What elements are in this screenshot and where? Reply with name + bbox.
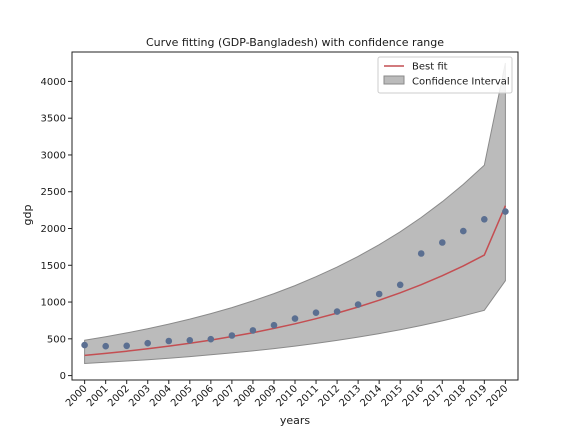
x-tick-label-2009: 2009 bbox=[253, 383, 279, 409]
data-point-2020 bbox=[502, 208, 509, 215]
data-point-2010 bbox=[291, 315, 299, 322]
data-point-2001 bbox=[102, 342, 109, 350]
data-point-2005 bbox=[186, 337, 194, 344]
x-tick-label-2016: 2016 bbox=[401, 383, 427, 409]
y-axis-label: gdp bbox=[21, 205, 34, 226]
y-tick-label-500: 500 bbox=[47, 334, 66, 345]
legend: Best fit Confidence Interval bbox=[377, 56, 513, 94]
y-tick-label-1500: 1500 bbox=[41, 261, 66, 272]
data-point-2000 bbox=[81, 341, 88, 349]
best-fit-line bbox=[84, 205, 507, 357]
y-tick-label-1000: 1000 bbox=[41, 298, 66, 309]
data-point-2014 bbox=[375, 290, 383, 298]
legend-best-fit-label: Best fit bbox=[412, 62, 448, 73]
data-point-2011 bbox=[312, 309, 320, 317]
x-tick-label-2019: 2019 bbox=[464, 383, 490, 409]
x-tick-label-2006: 2006 bbox=[190, 383, 216, 409]
x-tick-label-2000: 2000 bbox=[64, 383, 90, 409]
y-tick-label-4000: 4000 bbox=[41, 77, 66, 88]
data-point-2013 bbox=[354, 301, 362, 308]
x-tick-label-2011: 2011 bbox=[295, 383, 321, 409]
x-tick-label-2002: 2002 bbox=[106, 383, 132, 409]
x-tick-label-2005: 2005 bbox=[169, 383, 195, 409]
x-tick-label-2007: 2007 bbox=[211, 383, 237, 409]
data-point-2006 bbox=[207, 335, 215, 343]
x-tick-label-2018: 2018 bbox=[443, 383, 469, 409]
x-tick-label-2012: 2012 bbox=[316, 383, 342, 409]
x-tick-label-2014: 2014 bbox=[358, 383, 384, 409]
x-tick-label-2020: 2020 bbox=[485, 383, 511, 409]
y-tick-label-0: 0 bbox=[60, 371, 66, 382]
data-point-2008 bbox=[249, 327, 257, 334]
data-point-2003 bbox=[144, 339, 151, 347]
legend-ci-label: Confidence Interval bbox=[412, 77, 510, 88]
legend-ci-swatch bbox=[383, 75, 405, 85]
y-tick-label-2500: 2500 bbox=[41, 187, 66, 198]
data-point-2019 bbox=[481, 216, 488, 223]
legend-box bbox=[377, 56, 513, 94]
x-tick-label-2010: 2010 bbox=[274, 383, 300, 409]
data-point-2018 bbox=[460, 227, 467, 235]
x-tick-label-2001: 2001 bbox=[85, 383, 111, 409]
data-point-2017 bbox=[439, 239, 446, 246]
data-point-2015 bbox=[396, 281, 404, 289]
data-point-2009 bbox=[270, 321, 278, 329]
y-tick-label-3500: 3500 bbox=[41, 114, 66, 125]
y-tick-label-2000: 2000 bbox=[41, 224, 66, 235]
y-tick-label-3000: 3000 bbox=[41, 150, 66, 161]
data-point-2012 bbox=[333, 308, 341, 315]
x-tick-label-2017: 2017 bbox=[422, 383, 448, 409]
x-tick-label-2003: 2003 bbox=[127, 383, 153, 409]
data-point-2002 bbox=[123, 342, 130, 350]
x-tick-label-2015: 2015 bbox=[380, 383, 406, 409]
plot-area bbox=[81, 62, 509, 365]
chart-title: Curve fitting (GDP-Bangladesh) with conf… bbox=[146, 36, 444, 49]
x-tick-label-2004: 2004 bbox=[148, 383, 174, 409]
data-point-2016 bbox=[417, 250, 425, 257]
data-point-2004 bbox=[165, 337, 173, 345]
x-tick-label-2008: 2008 bbox=[232, 383, 258, 409]
x-axis-label: years bbox=[280, 414, 311, 427]
data-point-2007 bbox=[228, 332, 236, 339]
confidence-band bbox=[84, 62, 506, 365]
x-tick-label-2013: 2013 bbox=[337, 383, 363, 409]
